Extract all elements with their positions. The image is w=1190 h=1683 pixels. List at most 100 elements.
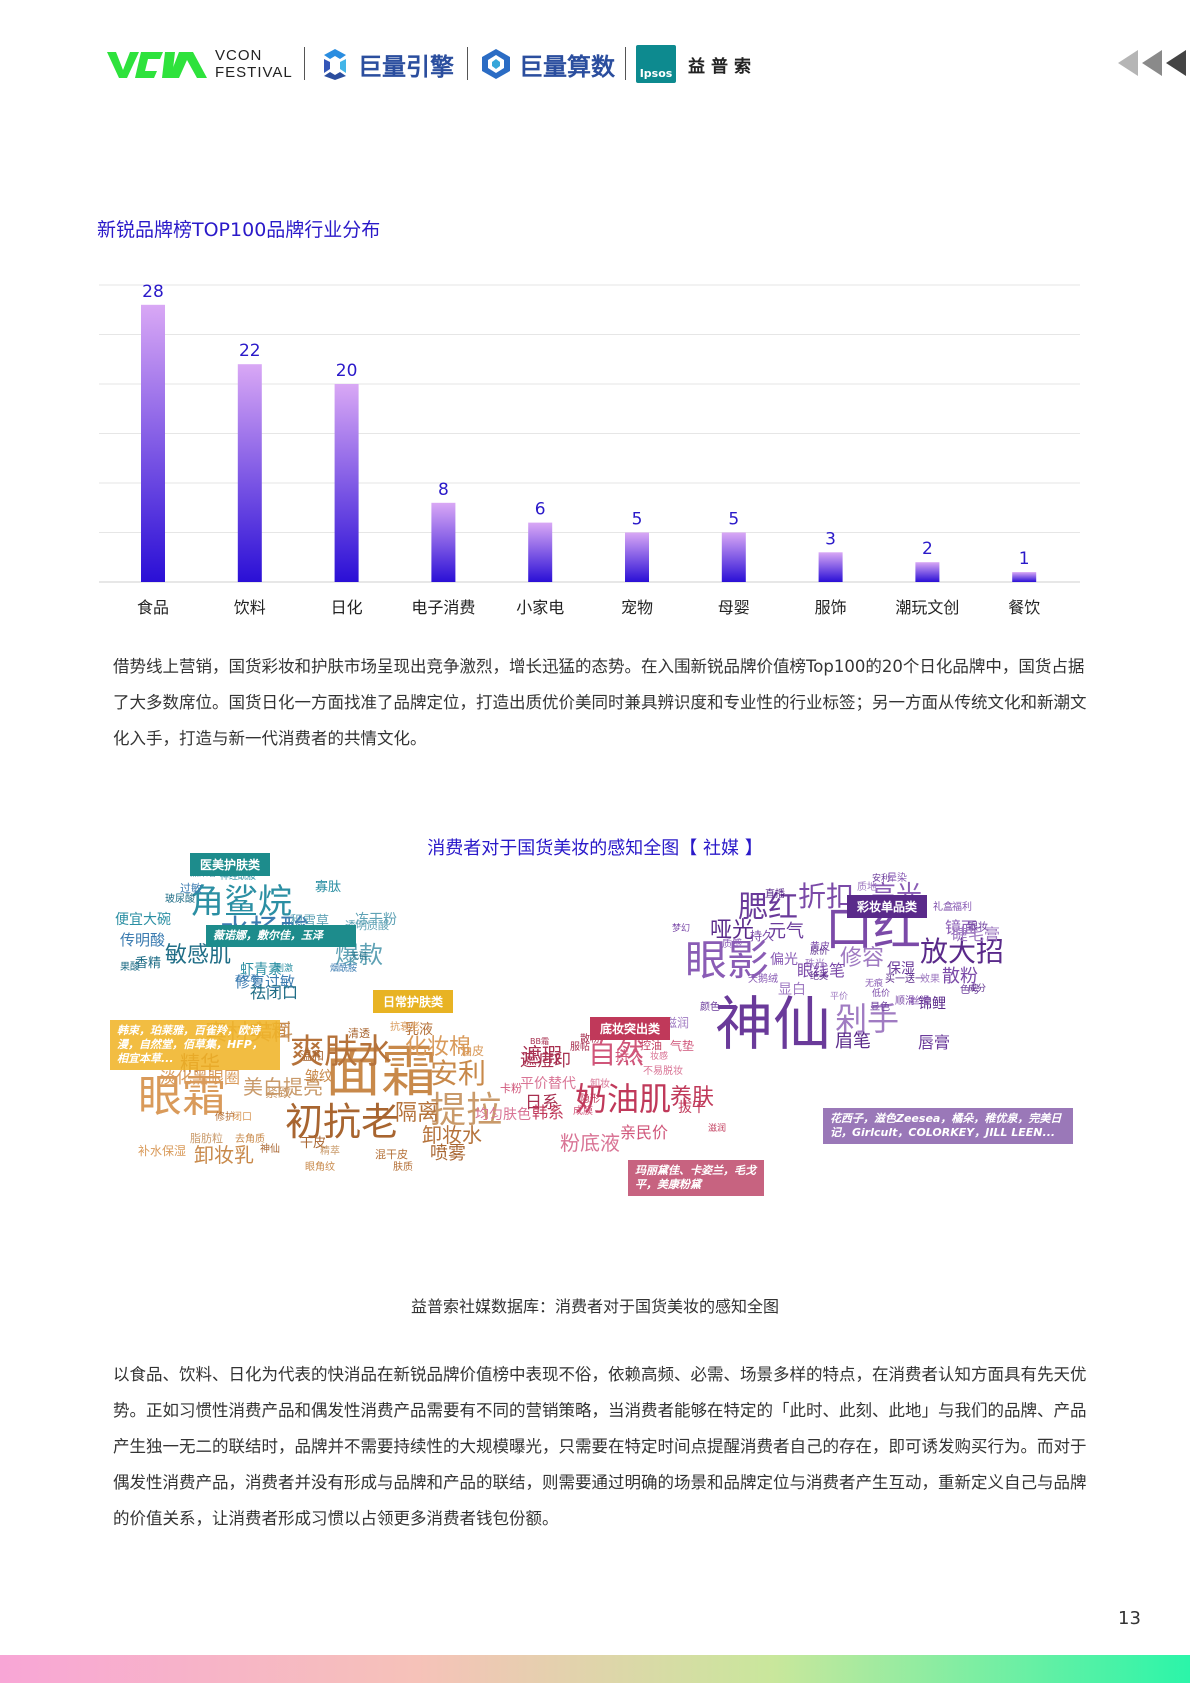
cloud-word: 玻尿酸	[165, 894, 195, 905]
cloud-word: 韩系	[532, 1103, 565, 1122]
brand-note-makeup: 花西子，滋色Zeesea，橘朵，稚优泉，完美日记，Girlcult，COLORK…	[823, 1108, 1073, 1144]
cloud-word: 乳液	[405, 1022, 433, 1038]
bar-value-label: 6	[535, 500, 546, 520]
cloud-word: 元气	[768, 921, 804, 942]
cloud-word: 显白	[778, 982, 806, 998]
bar-value-label: 28	[142, 282, 164, 302]
cloud-word: 面霜	[325, 1040, 437, 1105]
cloud-word: 丝滑	[910, 996, 930, 1007]
cloud-word: 买一送一	[885, 974, 925, 985]
cloud-word: 祛闭口	[250, 983, 299, 1002]
cloud-word: 淡化黑眼圈	[160, 1068, 241, 1087]
bar-食品	[141, 304, 165, 582]
cloud-word: 杏仁酸	[235, 974, 259, 983]
cloud-word: 养肤	[670, 1085, 715, 1110]
category-label: 电子消费	[411, 598, 475, 617]
cloud-word: 便宜大碗	[115, 912, 171, 928]
cloud-word: 亲民价	[620, 1123, 669, 1142]
cloud-word: 成膜	[573, 1106, 593, 1117]
cloud-word: 滋润	[665, 1016, 690, 1030]
cloud-word: 效果	[920, 974, 940, 985]
cloud-word: 提拉	[430, 1090, 503, 1131]
category-label: 小家电	[516, 598, 564, 617]
vcon-line2: FESTIVAL	[215, 64, 293, 81]
cloud-word: 寡肽	[315, 880, 342, 895]
cloud-word: 眼线笔	[797, 961, 846, 980]
category-label: 潮玩文创	[895, 598, 959, 617]
vcon-logo	[107, 52, 207, 78]
cloud-word: 天鹅绒	[748, 974, 778, 985]
cloud-word: 果酸	[120, 962, 140, 973]
cloud-word: 不易脱妆	[643, 1066, 683, 1077]
cloud-word: 化妆棉	[405, 1035, 472, 1060]
bar-value-label: 5	[632, 510, 643, 530]
bar-value-label: 1	[1019, 549, 1030, 569]
cloud-word: 安利	[872, 874, 891, 884]
bar-母婴	[721, 532, 746, 582]
cloud-word: 眼影	[685, 936, 770, 985]
bar-电子消费	[431, 502, 456, 582]
cloud-word: 虾青素	[240, 962, 282, 978]
cloud-word: 颜色	[700, 1002, 720, 1013]
brand-juliang-engine-text: 巨量引擎	[358, 52, 454, 81]
cloud-word: 色号	[960, 985, 980, 996]
cloud-word: 神经酰胺	[220, 872, 257, 882]
cloud-word: 原价	[810, 947, 829, 957]
cloud-word: 自然	[588, 1037, 645, 1070]
cloud-word: 肤质	[393, 1162, 413, 1173]
bar-餐饮	[1012, 572, 1037, 582]
cloud-word: 修容	[840, 946, 885, 971]
cloud-word: 折扣	[798, 880, 855, 913]
category-label: 饮料	[234, 598, 266, 617]
cloud-word: 气垫	[670, 1039, 695, 1053]
cloud-word: 修复过敏	[235, 973, 296, 991]
cloud-word: 脂肪粒	[190, 1132, 223, 1145]
category-tag-daily: 日常护肤类	[373, 990, 454, 1013]
cloud-word: 烟酰胺	[330, 964, 358, 974]
cloud-word: 紧致	[265, 1086, 292, 1101]
cloud-word: 修护	[215, 1112, 235, 1123]
bar-value-label: 20	[336, 361, 358, 381]
paragraph-conclusion: 以食品、饮料、日化为代表的快消品在新锐品牌价值榜中表现不俗，依赖高频、必需、场景…	[113, 1365, 1087, 1528]
cloud-word: 奶油肌	[575, 1080, 672, 1118]
bar-饮料	[237, 364, 262, 582]
bar-chart: 28 22 20 8 6 5 5 3 2 1 食品 饮料 日化 电子消费 小家电 宠物 母婴 服饰 潮玩文创 餐饮	[99, 282, 1080, 617]
cloud-word: 梦幻	[672, 924, 691, 934]
cloud-word: 控油	[640, 1039, 662, 1052]
header: VCON FESTIVAL 巨量引擎 巨量算数 Ipsos 益普索	[0, 0, 1190, 110]
category-tag-base: 底妆突出类	[590, 1017, 671, 1040]
cloud-word: 腮红	[738, 890, 798, 925]
nav-arrows-icon[interactable]	[1118, 50, 1190, 76]
cloud-word: 持久	[615, 1049, 643, 1065]
cloud-word: 均匀肤色	[475, 1107, 531, 1123]
cloud-word: 卸妆乳	[194, 1143, 254, 1167]
bar-value-label: 8	[438, 480, 449, 500]
cloud-word: 温和	[300, 1049, 325, 1063]
cloud-word: 剁手	[835, 1000, 900, 1038]
category-label: 日化	[331, 598, 363, 617]
cloud-word: 直播	[765, 889, 785, 900]
divider	[467, 47, 468, 80]
cloud-word: 喷雾	[430, 1143, 466, 1164]
cloud-word: 卸妆水	[422, 1123, 482, 1147]
bar-value-label: 2	[922, 539, 933, 559]
cloud-word: 隔离	[395, 1101, 440, 1126]
cloud-word: 滋润	[708, 1124, 727, 1134]
category-label: 宠物	[621, 598, 653, 617]
wordcloud-title: 消费者对于国货美妆的感知全图【 社媒 】	[427, 838, 763, 859]
divider	[304, 47, 305, 80]
cloud-word: 抗衰老	[390, 1022, 420, 1033]
cloud-word: 保湿	[887, 961, 915, 977]
cloud-word: 卡粉	[500, 1082, 522, 1095]
cloud-word: 粉底液	[560, 1131, 620, 1155]
cloud-word: 低价	[872, 989, 891, 999]
cloud-word: 平价替代	[520, 1076, 576, 1092]
word-cloud: 角鲨烷水杨酸敏感肌爆款便宜大碗传明酸香精积雪草虾青素修复过敏祛闭口冻干粉寡肽过敏…	[110, 845, 1090, 1196]
cloud-word: 妆感	[650, 1052, 669, 1062]
cloud-word: 过敏	[180, 882, 202, 895]
cloud-word: 积雪草	[290, 914, 330, 929]
cloud-word: 皱纹	[305, 1069, 333, 1085]
bar-value-label: 22	[239, 341, 261, 361]
category-label: 母婴	[718, 598, 750, 617]
cloud-word: 锦鲤	[918, 996, 946, 1012]
